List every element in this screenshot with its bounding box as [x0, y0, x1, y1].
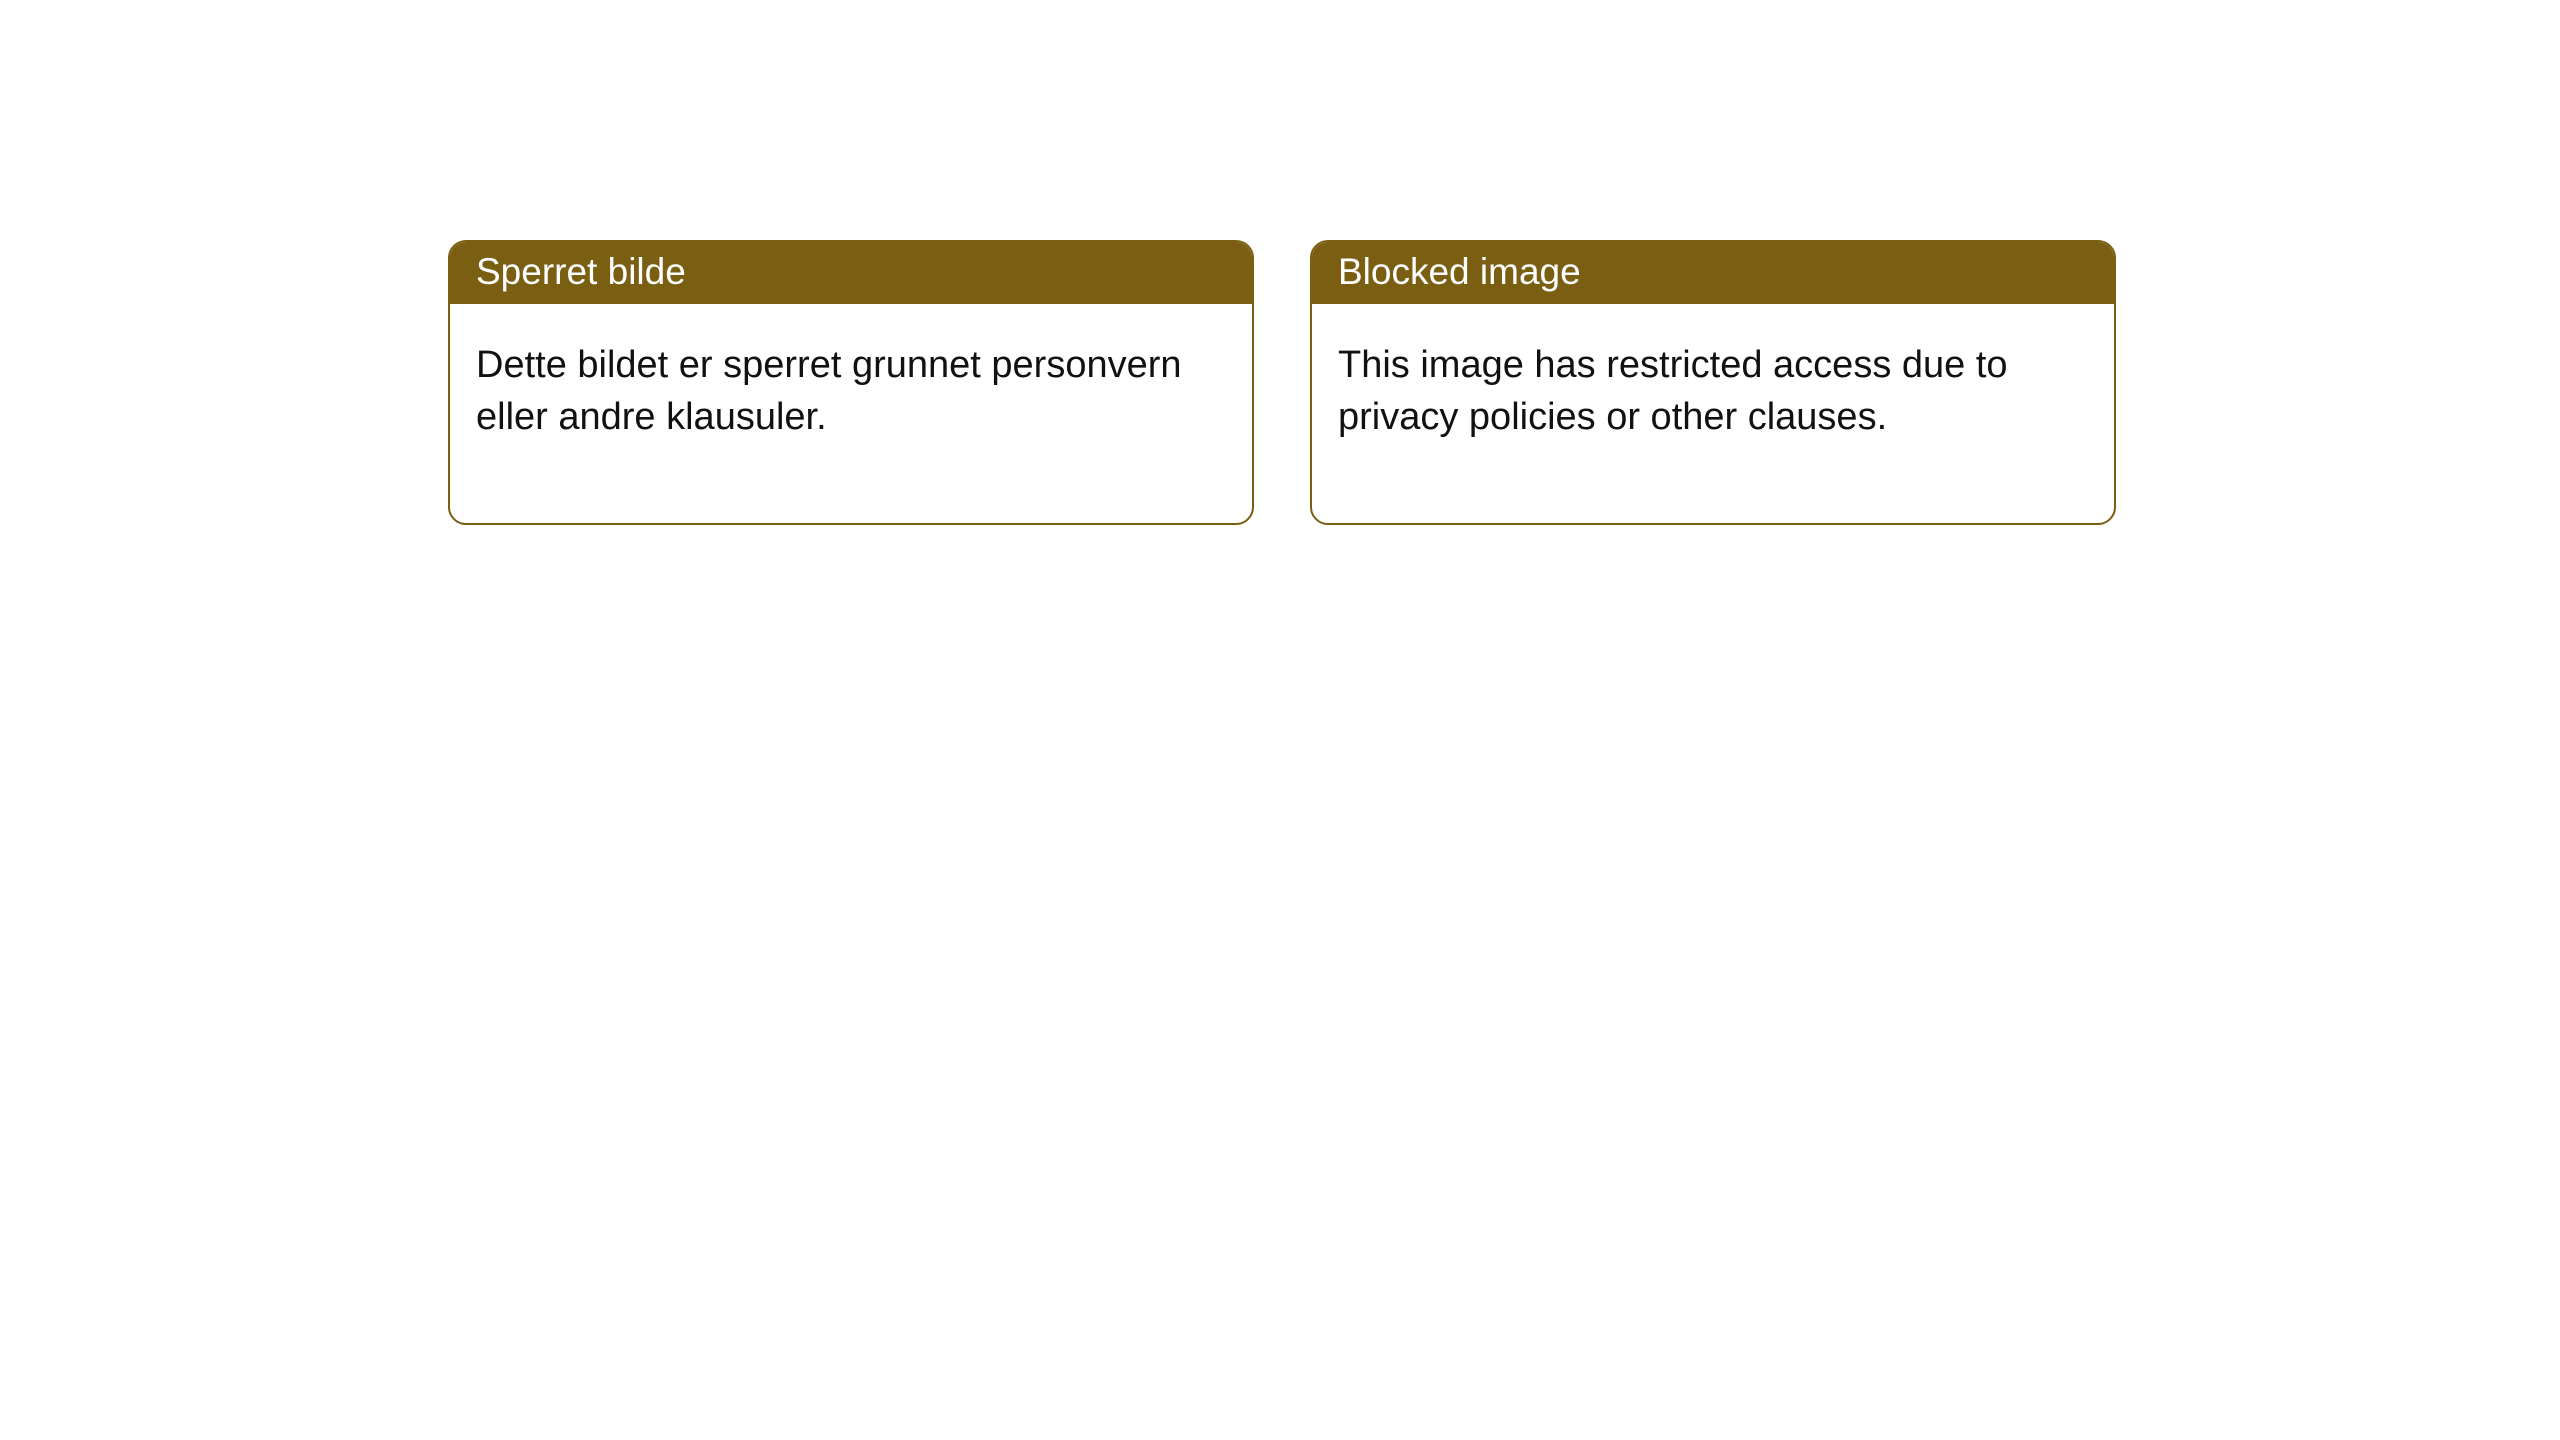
notice-body: This image has restricted access due to … — [1312, 304, 2114, 523]
notice-card-norwegian: Sperret bilde Dette bildet er sperret gr… — [448, 240, 1254, 525]
notice-header: Sperret bilde — [450, 242, 1252, 304]
notice-header: Blocked image — [1312, 242, 2114, 304]
notice-container: Sperret bilde Dette bildet er sperret gr… — [448, 240, 2560, 525]
notice-card-english: Blocked image This image has restricted … — [1310, 240, 2116, 525]
notice-body: Dette bildet er sperret grunnet personve… — [450, 304, 1252, 523]
